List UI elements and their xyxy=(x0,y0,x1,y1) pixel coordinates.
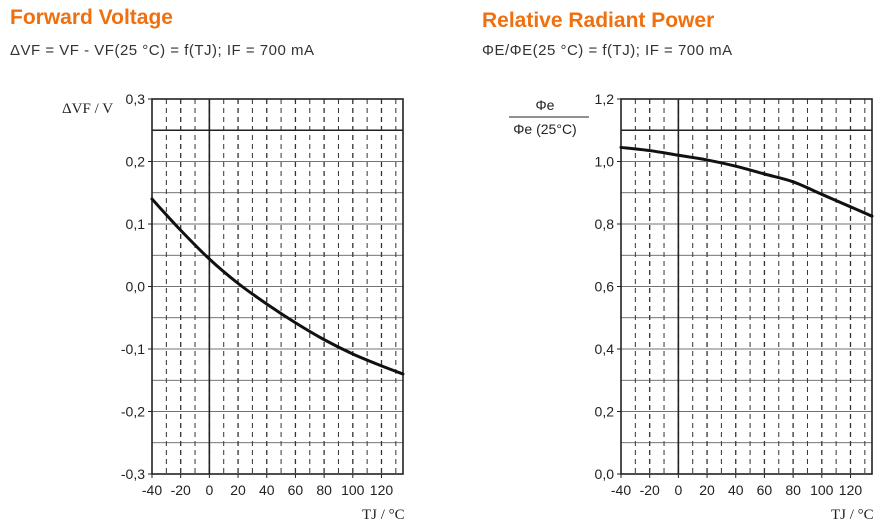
chart-formula: ΦE/ΦE(25 °C) = f(TJ); IF = 700 mA xyxy=(482,42,733,59)
x-tick-label: 100 xyxy=(341,482,365,498)
series-line xyxy=(619,145,874,218)
y-tick-label: 0,4 xyxy=(595,341,615,357)
y-tick-label: -0,3 xyxy=(121,466,145,482)
y-axis-label: ΔVF / V xyxy=(62,101,113,117)
radiant-power-panel: Relative Radiant Power ΦE/ΦE(25 °C) = f(… xyxy=(447,0,894,528)
x-tick-label: 20 xyxy=(230,482,246,498)
x-tick-label: 40 xyxy=(728,482,744,498)
y-tick-label: 0,0 xyxy=(595,466,615,482)
x-axis-label: TJ / °C xyxy=(831,507,874,523)
y-tick-label: 0,2 xyxy=(126,154,146,170)
forward-voltage-chart: ΔVF / V TJ / °C -0,3 -0,2 -0,1 0,0 0,1 0,2 0,3… xyxy=(62,91,405,523)
x-tick-label: 60 xyxy=(288,482,304,498)
y-tick-label: 0,3 xyxy=(126,91,146,107)
chart-title: Forward Voltage xyxy=(10,6,173,29)
radiant-power-chart: Φe Φe (25°C) TJ / °C 0,0 0,2 0,4 0,6 0,8 1,0 1… xyxy=(509,91,874,523)
x-tick-label: 60 xyxy=(757,482,773,498)
y-axis-label-denominator: Φe (25°C) xyxy=(513,121,576,137)
x-tick-label: 80 xyxy=(316,482,332,498)
x-tick-label: 100 xyxy=(810,482,834,498)
y-axis-label-numerator: Φe xyxy=(536,97,555,113)
x-tick-label: 40 xyxy=(259,482,275,498)
series-line xyxy=(150,197,405,376)
y-tick-label: 1,2 xyxy=(595,91,615,107)
x-tick-label: -40 xyxy=(142,482,162,498)
y-tick-label: 0,0 xyxy=(126,279,146,295)
x-tick-label: 120 xyxy=(370,482,394,498)
x-tick-label: 0 xyxy=(674,482,682,498)
y-tick-label: 0,2 xyxy=(595,404,615,420)
x-tick-label: 0 xyxy=(205,482,213,498)
y-tick-label: 0,1 xyxy=(126,216,146,232)
x-tick-label: 120 xyxy=(839,482,863,498)
y-tick-label: -0,2 xyxy=(121,404,145,420)
x-tick-label: -40 xyxy=(611,482,631,498)
y-tick-label: -0,1 xyxy=(121,341,145,357)
x-axis-label: TJ / °C xyxy=(362,507,405,523)
forward-voltage-panel: Forward Voltage ΔVF = VF - VF(25 °C) = f… xyxy=(10,6,405,523)
x-tick-label: -20 xyxy=(640,482,660,498)
y-tick-label: 0,8 xyxy=(595,216,615,232)
x-tick-label: -20 xyxy=(171,482,191,498)
y-tick-label: 0,6 xyxy=(595,279,615,295)
x-tick-label: 80 xyxy=(785,482,801,498)
chart-formula: ΔVF = VF - VF(25 °C) = f(TJ); IF = 700 m… xyxy=(10,42,315,59)
x-tick-label: 20 xyxy=(699,482,715,498)
y-tick-label: 1,0 xyxy=(595,154,615,170)
chart-title: Relative Radiant Power xyxy=(482,9,715,32)
